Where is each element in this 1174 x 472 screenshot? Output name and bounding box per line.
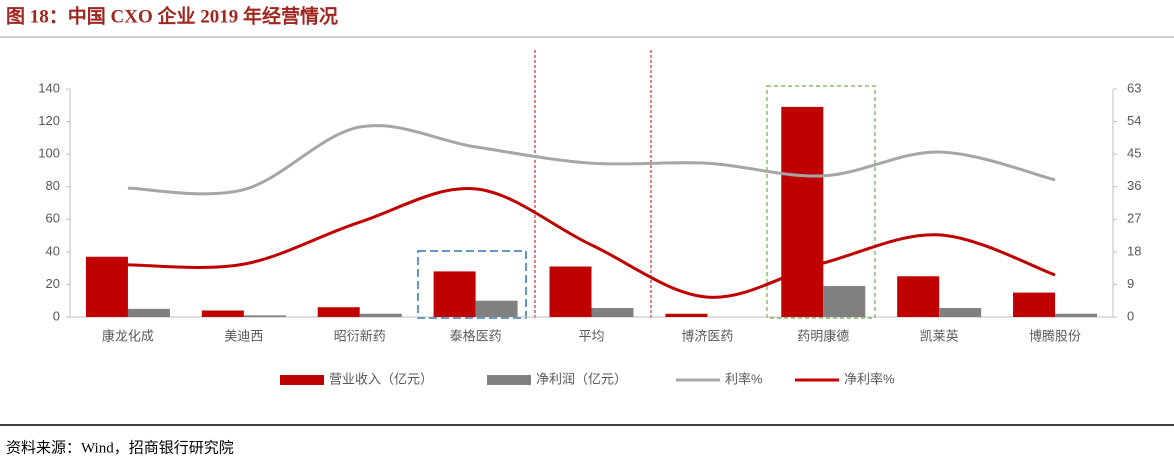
bar — [823, 286, 866, 317]
bar — [85, 256, 128, 317]
bar — [1013, 292, 1056, 317]
bar — [433, 271, 476, 317]
chart-title: 图 18：中国 CXO 企业 2019 年经营情况 — [6, 4, 338, 27]
y2-tick-label: 36 — [1127, 178, 1141, 193]
legend-swatch — [487, 375, 531, 385]
y-tick-label: 0 — [53, 308, 60, 323]
y2-tick-label: 54 — [1127, 113, 1141, 128]
x-tick-label: 昭衍新药 — [334, 328, 386, 343]
x-tick-label: 平均 — [578, 328, 604, 343]
y-tick-label: 80 — [46, 178, 60, 193]
bar — [475, 300, 518, 317]
x-tick-label: 凯莱英 — [920, 328, 959, 343]
bar — [127, 308, 170, 317]
x-tick-label: 药明康德 — [797, 328, 849, 343]
x-tick-label: 博济医药 — [681, 328, 733, 343]
y-tick-label: 40 — [46, 243, 60, 258]
legend-label: 利率% — [725, 371, 763, 386]
legend-swatch — [280, 375, 324, 385]
y-tick-label: 60 — [46, 211, 60, 226]
bar — [201, 310, 244, 317]
bar — [781, 106, 824, 318]
bar — [549, 266, 592, 317]
bar — [1055, 313, 1098, 317]
y-tick-label: 100 — [38, 146, 60, 161]
y-tick-label: 140 — [38, 80, 60, 95]
highlight-box — [766, 85, 876, 319]
bar — [317, 307, 360, 317]
legend-label: 营业收入（亿元） — [329, 371, 433, 386]
y2-tick-label: 45 — [1127, 146, 1141, 161]
bar — [897, 276, 940, 317]
line-series — [127, 124, 1056, 196]
source-note: 资料来源：Wind，招商银行研究院 — [6, 438, 234, 456]
y2-tick-label: 27 — [1127, 211, 1141, 226]
y2-tick-label: 18 — [1127, 243, 1141, 258]
x-tick-label: 康龙化成 — [102, 328, 154, 343]
y-tick-label: 120 — [38, 113, 60, 128]
bar — [591, 308, 634, 317]
x-tick-label: 博腾股份 — [1029, 328, 1081, 343]
highlight-box — [417, 250, 527, 319]
x-tick-label: 泰格医药 — [450, 328, 502, 343]
bar — [665, 313, 708, 317]
y-tick-label: 20 — [46, 276, 60, 291]
bar — [939, 308, 982, 317]
bar — [243, 315, 286, 317]
y2-tick-label: 0 — [1127, 308, 1134, 323]
line-series — [127, 187, 1056, 299]
legend-label: 净利率% — [844, 371, 895, 386]
x-tick-label: 美迪西 — [224, 328, 263, 343]
bar — [359, 313, 402, 317]
y2-tick-label: 63 — [1127, 80, 1141, 95]
legend-label: 净利润（亿元） — [536, 371, 627, 386]
y2-tick-label: 9 — [1127, 276, 1134, 291]
